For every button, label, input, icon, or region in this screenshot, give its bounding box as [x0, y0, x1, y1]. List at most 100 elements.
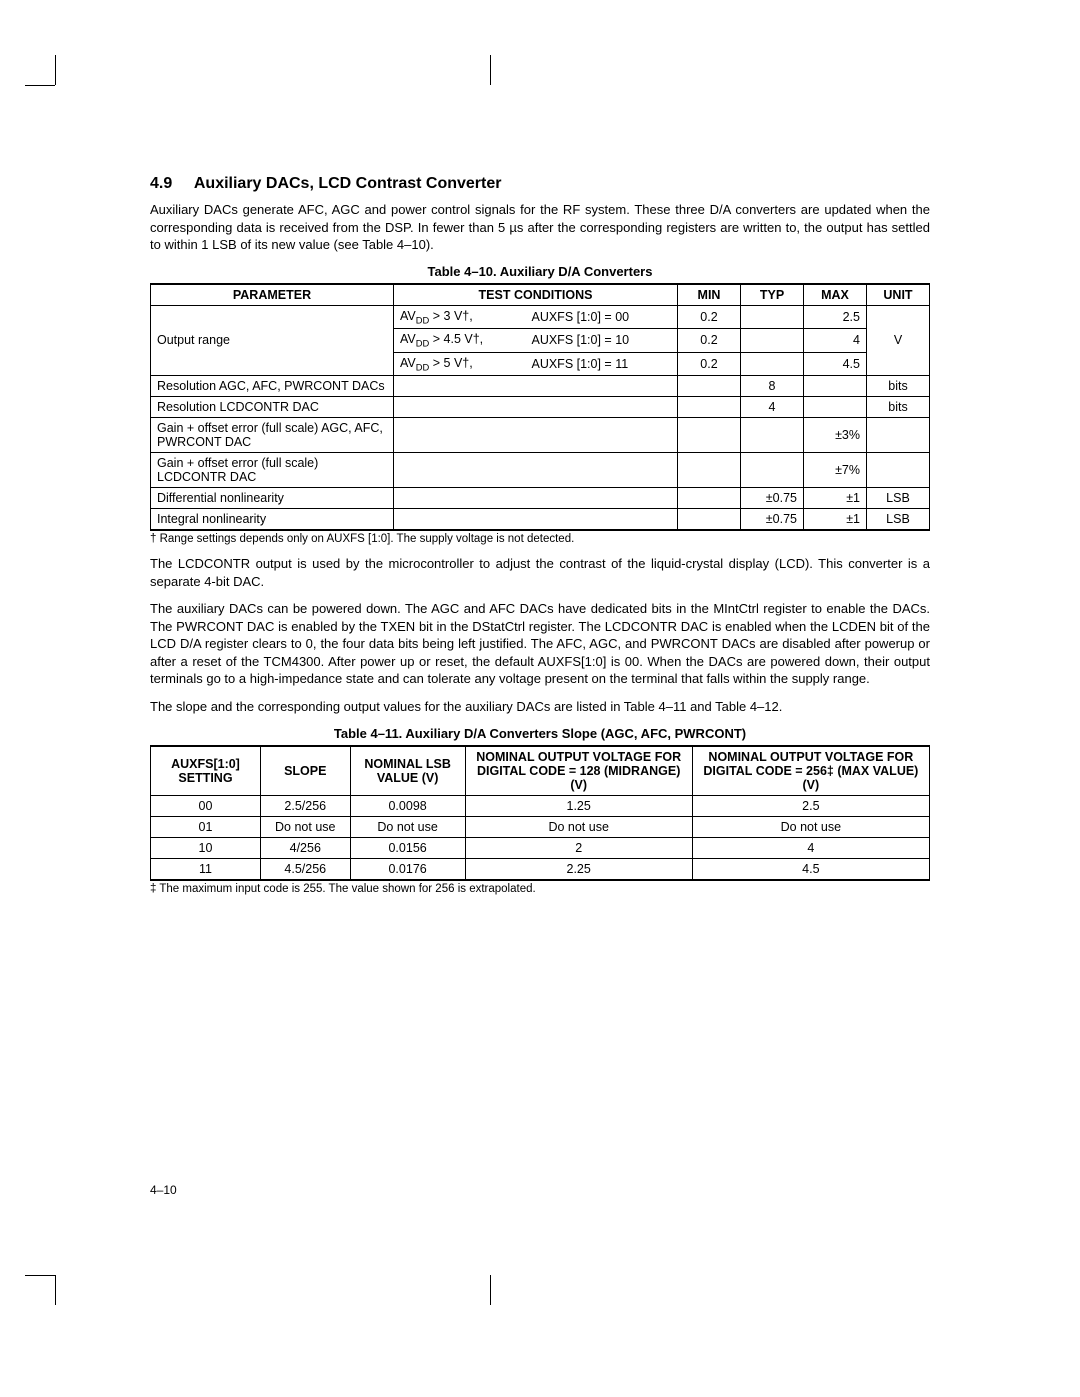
table-row: 00 2.5/256 0.0098 1.25 2.5 — [151, 795, 930, 816]
cell-min — [678, 376, 741, 397]
col-max: MAX — [804, 284, 867, 306]
cell-cond — [394, 509, 678, 531]
cell-min: 0.2 — [678, 352, 741, 376]
cell-typ — [741, 329, 804, 353]
cell: Do not use — [465, 816, 692, 837]
subscript: DD — [416, 362, 430, 372]
cell-cond — [394, 453, 678, 488]
cropmark — [490, 1275, 491, 1305]
table-row: Resolution AGC, AFC, PWRCONT DACs 8 bits — [151, 376, 930, 397]
paragraph: The auxiliary DACs can be powered down. … — [150, 600, 930, 688]
paragraph: Auxiliary DACs generate AFC, AGC and pow… — [150, 201, 930, 254]
col-typ: TYP — [741, 284, 804, 306]
col-slope: SLOPE — [260, 746, 350, 796]
cell: Do not use — [350, 816, 465, 837]
cell-text: > 3 V†, — [429, 309, 472, 323]
cell-cond: AUXFS [1:0] = 11 — [525, 352, 677, 376]
col-max: NOMINAL OUTPUT VOLTAGE FOR DIGITAL CODE … — [692, 746, 929, 796]
table-caption: Table 4–11. Auxiliary D/A Converters Slo… — [150, 726, 930, 741]
cell: 2.5 — [692, 795, 929, 816]
cell-typ: ±0.75 — [741, 488, 804, 509]
cell-min — [678, 397, 741, 418]
cell-cond — [394, 376, 678, 397]
cell-max: 4.5 — [804, 352, 867, 376]
cell-unit: LSB — [867, 509, 930, 531]
cell-typ — [741, 453, 804, 488]
cell: 2 — [465, 837, 692, 858]
table-row: Gain + offset error (full scale) LCDCONT… — [151, 453, 930, 488]
cell-param: Resolution AGC, AFC, PWRCONT DACs — [151, 376, 394, 397]
cropmark — [25, 85, 55, 86]
section-heading: 4.9 Auxiliary DACs, LCD Contrast Convert… — [150, 175, 930, 193]
cell-cond: AVDD > 5 V†, — [394, 352, 526, 376]
cell-cond: AVDD > 3 V†, — [394, 305, 526, 329]
cell-min: 0.2 — [678, 305, 741, 329]
table-header-row: PARAMETER TEST CONDITIONS MIN TYP MAX UN… — [151, 284, 930, 306]
cell-max: ±7% — [804, 453, 867, 488]
table-4-10: PARAMETER TEST CONDITIONS MIN TYP MAX UN… — [150, 283, 930, 532]
cell-unit: V — [867, 305, 930, 376]
cell-typ — [741, 352, 804, 376]
col-lsb: NOMINAL LSB VALUE (V) — [350, 746, 465, 796]
cell-typ: ±0.75 — [741, 509, 804, 531]
cell-max — [804, 397, 867, 418]
cell-param: Differential nonlinearity — [151, 488, 394, 509]
col-auxfs: AUXFS[1:0] SETTING — [151, 746, 261, 796]
table-row: Differential nonlinearity ±0.75 ±1 LSB — [151, 488, 930, 509]
cell: 0.0098 — [350, 795, 465, 816]
table-4-11: AUXFS[1:0] SETTING SLOPE NOMINAL LSB VAL… — [150, 745, 930, 881]
cell-typ: 8 — [741, 376, 804, 397]
cell: 4 — [692, 837, 929, 858]
cell: 1.25 — [465, 795, 692, 816]
cell-cond — [394, 397, 678, 418]
col-min: MIN — [678, 284, 741, 306]
col-unit: UNIT — [867, 284, 930, 306]
cell-typ — [741, 418, 804, 453]
cell-max — [804, 376, 867, 397]
cell-param: Integral nonlinearity — [151, 509, 394, 531]
cell: Do not use — [260, 816, 350, 837]
cell-unit: LSB — [867, 488, 930, 509]
cell-param: Resolution LCDCONTR DAC — [151, 397, 394, 418]
cell-unit — [867, 453, 930, 488]
cell: 10 — [151, 837, 261, 858]
section-title: Auxiliary DACs, LCD Contrast Converter — [194, 175, 502, 192]
table-row: 11 4.5/256 0.0176 2.25 4.5 — [151, 858, 930, 880]
cell: 4.5/256 — [260, 858, 350, 880]
cell: 4.5 — [692, 858, 929, 880]
cell-min — [678, 453, 741, 488]
table-header-row: AUXFS[1:0] SETTING SLOPE NOMINAL LSB VAL… — [151, 746, 930, 796]
cell-max: ±3% — [804, 418, 867, 453]
cell-max: ±1 — [804, 488, 867, 509]
paragraph: The LCDCONTR output is used by the micro… — [150, 555, 930, 590]
cell-typ — [741, 305, 804, 329]
col-parameter: PARAMETER — [151, 284, 394, 306]
subscript: DD — [416, 339, 430, 349]
cell-unit — [867, 418, 930, 453]
page: 4.9 Auxiliary DACs, LCD Contrast Convert… — [0, 0, 1080, 1397]
paragraph: The slope and the corresponding output v… — [150, 698, 930, 716]
cell: Do not use — [692, 816, 929, 837]
cell-param: Gain + offset error (full scale) AGC, AF… — [151, 418, 394, 453]
cell-unit: bits — [867, 376, 930, 397]
cell-max: 4 — [804, 329, 867, 353]
cell: 00 — [151, 795, 261, 816]
cell-text: AV — [400, 332, 416, 346]
cell-min — [678, 488, 741, 509]
cell: 2.25 — [465, 858, 692, 880]
col-midrange: NOMINAL OUTPUT VOLTAGE FOR DIGITAL CODE … — [465, 746, 692, 796]
table-footnote: ‡ The maximum input code is 255. The val… — [150, 883, 930, 895]
cell-cond: AUXFS [1:0] = 00 — [525, 305, 677, 329]
table-row: 01 Do not use Do not use Do not use Do n… — [151, 816, 930, 837]
cell-cond: AVDD > 4.5 V†, — [394, 329, 526, 353]
cell-param: Gain + offset error (full scale) LCDCONT… — [151, 453, 394, 488]
cell-min — [678, 418, 741, 453]
cell-text: AV — [400, 356, 416, 370]
cell-param: Output range — [151, 305, 394, 376]
cell-cond — [394, 418, 678, 453]
cell-text: > 5 V†, — [429, 356, 472, 370]
col-test-conditions: TEST CONDITIONS — [394, 284, 678, 306]
cell-typ: 4 — [741, 397, 804, 418]
table-row: 10 4/256 0.0156 2 4 — [151, 837, 930, 858]
cell-max: 2.5 — [804, 305, 867, 329]
